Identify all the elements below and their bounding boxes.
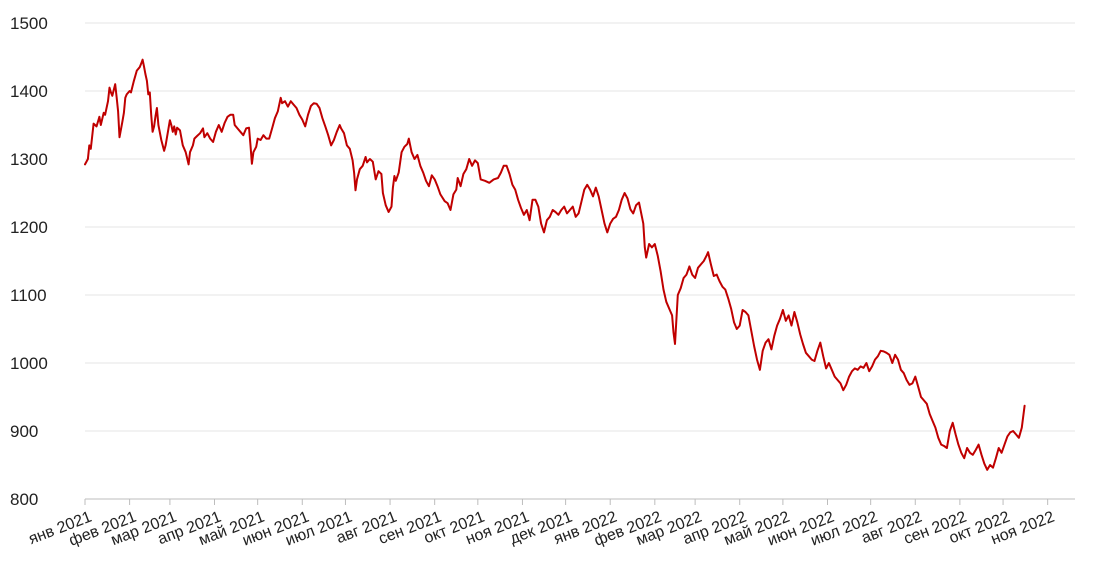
y-tick-label: 800 bbox=[10, 490, 38, 509]
y-tick-label: 1000 bbox=[10, 354, 48, 373]
y-tick-label: 900 bbox=[10, 422, 38, 441]
y-tick-label: 1400 bbox=[10, 82, 48, 101]
y-tick-label: 1100 bbox=[10, 286, 47, 305]
y-tick-label: 1300 bbox=[10, 150, 48, 169]
x-axis bbox=[84, 498, 1075, 505]
series-layer bbox=[84, 58, 1026, 471]
y-axis-tick-labels: 800 900 1000 1100 1200 1300 1400 1500 bbox=[10, 14, 48, 509]
y-tick-label: 1200 bbox=[10, 218, 48, 237]
y-tick-label: 1500 bbox=[10, 14, 48, 33]
grid-lines bbox=[85, 22, 1075, 432]
series-line bbox=[84, 58, 1026, 471]
